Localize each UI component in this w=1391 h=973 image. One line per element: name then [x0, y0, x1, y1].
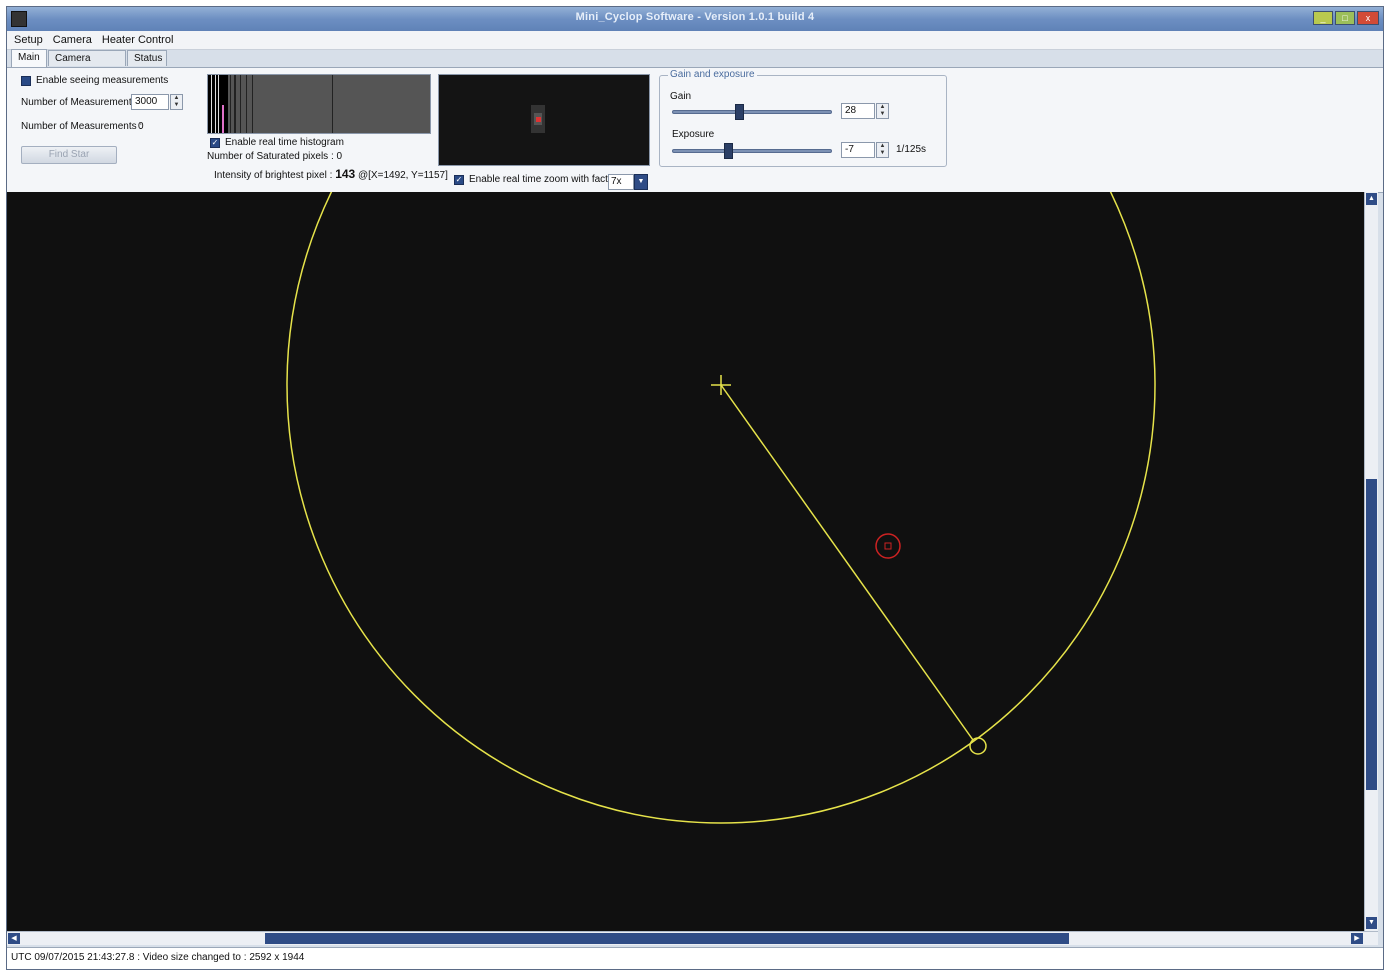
histogram-line [332, 75, 333, 133]
app-window: Mini_Cyclop Software - Version 1.0.1 bui… [6, 6, 1384, 970]
window-title: Mini_Cyclop Software - Version 1.0.1 bui… [575, 11, 815, 23]
vertical-scroll-thumb[interactable] [1366, 479, 1377, 790]
status-bar: UTC 09/07/2015 21:43:27.8 : Video size c… [7, 947, 1383, 969]
histogram-line [240, 75, 241, 133]
zoom-view [438, 74, 650, 166]
status-message: UTC 09/07/2015 21:43:27.8 : Video size c… [11, 952, 305, 963]
close-button[interactable]: x [1357, 11, 1379, 25]
scroll-down-icon[interactable]: ▼ [1366, 917, 1377, 929]
menu-heater-control[interactable]: Heater Control [101, 34, 174, 46]
minimize-button[interactable]: _ [1313, 11, 1333, 25]
vertical-scrollbar[interactable]: ▲ ▼ [1364, 192, 1378, 931]
enable-seeing-label: Enable seeing measurements [36, 75, 169, 86]
zoom-star-marker [536, 117, 541, 122]
exposure-input[interactable]: -7 [841, 142, 875, 158]
zoom-image [531, 105, 545, 133]
offset-line [720, 384, 974, 741]
gain-input[interactable]: 28 [841, 103, 875, 119]
gain-spinner[interactable]: ▲ ▼ [876, 103, 889, 119]
video-overlay [286, 192, 1156, 824]
title-bar[interactable]: Mini_Cyclop Software - Version 1.0.1 bui… [7, 7, 1383, 31]
exposure-slider-track[interactable] [672, 149, 832, 153]
star-target-square [884, 542, 892, 550]
histogram-line [215, 75, 216, 133]
histogram-view [207, 74, 431, 134]
gain-slider-track[interactable] [672, 110, 832, 114]
enable-seeing-checkbox[interactable] [21, 76, 31, 86]
horizontal-scrollbar[interactable]: ◀ ▶ [7, 931, 1378, 945]
enable-zoom-checkbox[interactable]: ✓ [454, 175, 464, 185]
histogram-line [252, 75, 253, 133]
num-measurements-label: Number of Measurements [21, 97, 137, 108]
exposure-slider-thumb[interactable] [723, 143, 733, 159]
field-circle [286, 192, 1156, 824]
maximize-button[interactable]: □ [1335, 11, 1355, 25]
menu-bar: Setup Camera Heater Control [7, 31, 1383, 50]
saturated-pixels-label: Number of Saturated pixels : 0 [207, 151, 343, 162]
exposure-unit: 1/125s [896, 144, 927, 155]
find-star-button[interactable]: Find Star [21, 146, 117, 164]
histogram-line [234, 75, 236, 133]
scroll-up-icon[interactable]: ▲ [1366, 193, 1377, 205]
brightest-pixel-value: 143 [335, 167, 356, 181]
histogram-chart [208, 75, 333, 133]
exposure-label: Exposure [672, 129, 715, 140]
num-measurements-count-label: Number of Measurements : [21, 121, 143, 132]
histogram-line [230, 75, 231, 133]
histogram-line [218, 75, 219, 133]
enable-histogram-label: Enable real time histogram [225, 137, 344, 148]
num-measurements-input[interactable]: 3000 [131, 94, 169, 110]
gain-slider-thumb[interactable] [734, 104, 744, 120]
menu-camera[interactable]: Camera [52, 34, 92, 46]
horizontal-scroll-thumb[interactable] [265, 933, 1069, 944]
tab-main[interactable]: Main [11, 49, 47, 67]
brightest-pixel-label: Intensity of brightest pixel : 143 @[X=1… [214, 167, 448, 181]
histogram-line [211, 75, 212, 133]
zoom-factor-dropdown-icon[interactable]: ▼ [634, 174, 648, 190]
gain-label: Gain [670, 91, 692, 102]
zoom-factor-select[interactable]: 7x [608, 174, 634, 190]
tab-status[interactable]: Status [127, 50, 167, 66]
brightest-pixel-position: @[X=1492, Y=1157] [358, 170, 448, 181]
gain-exposure-group: Gain and exposure Gain 28 ▲ ▼ Exposure -7… [659, 69, 947, 167]
main-panel: Enable seeing measurements Number of Mea… [7, 67, 1383, 193]
enable-histogram-checkbox[interactable]: ✓ [210, 138, 220, 148]
exposure-spinner[interactable]: ▲ ▼ [876, 142, 889, 158]
scroll-right-icon[interactable]: ▶ [1351, 933, 1363, 944]
star-target-circle [875, 533, 901, 559]
num-measurements-count-value: 0 [138, 121, 144, 132]
brightest-pixel-caption: Intensity of brightest pixel : [214, 170, 333, 181]
app-icon [11, 11, 27, 27]
tab-camera-controls[interactable]: Camera controls [48, 50, 126, 80]
enable-zoom-label: Enable real time zoom with factor [469, 174, 617, 185]
menu-setup[interactable]: Setup [14, 34, 43, 46]
scroll-left-icon[interactable]: ◀ [8, 933, 20, 944]
histogram-peak [222, 105, 224, 133]
num-measurements-spinner[interactable]: ▲ ▼ [170, 94, 183, 110]
edge-marker-circle [969, 737, 987, 755]
video-view[interactable] [7, 192, 1364, 931]
gain-exposure-title: Gain and exposure [668, 69, 757, 80]
histogram-line [246, 75, 247, 133]
